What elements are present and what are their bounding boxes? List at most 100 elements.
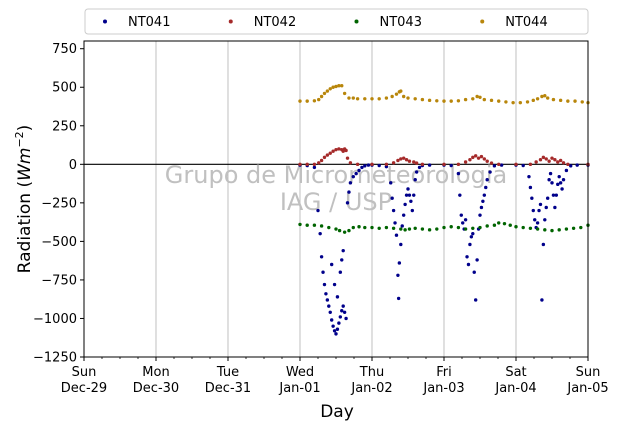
data-point	[406, 96, 410, 100]
data-point	[351, 225, 355, 230]
data-point	[404, 157, 409, 162]
data-point	[412, 160, 416, 164]
x-tick-weekday: Sat	[505, 365, 526, 380]
data-point	[329, 262, 334, 267]
data-point	[543, 94, 547, 98]
data-point	[384, 162, 389, 167]
series-NT043	[298, 221, 590, 234]
x-tick-date: Jan-03	[422, 381, 464, 396]
data-point	[442, 162, 446, 167]
legend-label: NT042	[254, 15, 296, 30]
data-point	[547, 178, 551, 182]
data-point	[449, 163, 453, 168]
data-point	[363, 164, 367, 168]
data-point	[478, 95, 482, 99]
data-point	[337, 84, 341, 88]
data-point	[540, 94, 544, 99]
data-point	[465, 255, 469, 259]
data-point	[547, 159, 551, 163]
legend: NT041 NT042 NT043 NT044	[84, 8, 589, 35]
data-point	[414, 161, 419, 165]
data-point	[407, 227, 412, 231]
data-point	[558, 181, 563, 185]
data-point	[502, 221, 507, 226]
data-point	[298, 99, 302, 103]
data-point	[322, 155, 327, 160]
data-point	[482, 157, 487, 161]
data-points	[298, 84, 590, 336]
x-tick-date: Dec-31	[205, 381, 251, 396]
y-axis-title-close: )	[15, 125, 35, 132]
data-point	[401, 94, 406, 99]
x-tick-date: Jan-02	[350, 381, 392, 396]
data-point	[435, 227, 439, 231]
data-point	[489, 161, 494, 165]
data-point	[334, 147, 338, 152]
data-point	[341, 304, 345, 308]
data-point	[580, 100, 584, 104]
data-point	[354, 171, 358, 176]
data-point	[341, 248, 345, 253]
data-point	[461, 221, 465, 225]
data-point	[316, 208, 320, 213]
data-point	[551, 193, 556, 197]
data-point	[355, 97, 360, 101]
data-point	[370, 225, 374, 230]
x-tick-weekday: Sun	[576, 365, 601, 380]
data-point	[561, 178, 566, 182]
y-tick-label: −1250	[33, 351, 77, 366]
data-point	[527, 174, 531, 179]
data-point	[497, 162, 501, 167]
data-point	[360, 165, 364, 170]
y-tick-label: 0	[69, 158, 77, 173]
data-point	[530, 196, 534, 200]
legend-marker	[354, 19, 359, 24]
data-point	[325, 89, 330, 93]
data-point	[488, 170, 492, 174]
data-point	[384, 96, 389, 100]
data-point	[407, 159, 412, 163]
data-point	[342, 310, 347, 314]
data-point	[403, 202, 407, 207]
data-point	[399, 227, 403, 231]
data-point	[347, 96, 351, 100]
data-point	[564, 168, 569, 173]
data-point	[328, 310, 332, 314]
data-point	[535, 97, 540, 101]
data-point	[463, 97, 468, 102]
data-point	[331, 85, 335, 89]
data-point	[538, 157, 543, 162]
data-point	[317, 161, 321, 165]
data-point	[534, 160, 538, 164]
data-point	[492, 223, 497, 227]
data-point	[485, 159, 489, 163]
data-point	[319, 94, 324, 99]
data-point	[348, 161, 353, 165]
data-point	[335, 327, 340, 331]
data-point	[322, 91, 327, 96]
data-point	[397, 261, 402, 265]
data-point	[327, 304, 331, 308]
data-point	[328, 87, 332, 91]
data-point	[324, 292, 328, 296]
data-point	[456, 171, 461, 176]
x-tick-weekday: Thu	[359, 365, 384, 380]
data-point	[319, 224, 324, 228]
data-point	[521, 163, 525, 168]
data-point	[327, 225, 331, 230]
x-tick-date: Jan-04	[494, 381, 536, 396]
data-point	[312, 99, 317, 103]
data-point	[332, 282, 337, 287]
data-point	[538, 202, 543, 207]
data-point	[410, 208, 415, 213]
data-point	[337, 321, 341, 325]
gridlines	[155, 41, 517, 357]
data-point	[384, 225, 389, 230]
data-point	[540, 298, 544, 302]
data-point	[391, 208, 396, 213]
data-point	[357, 168, 361, 173]
data-point	[351, 174, 355, 179]
data-point	[558, 98, 563, 103]
data-point	[334, 84, 338, 89]
